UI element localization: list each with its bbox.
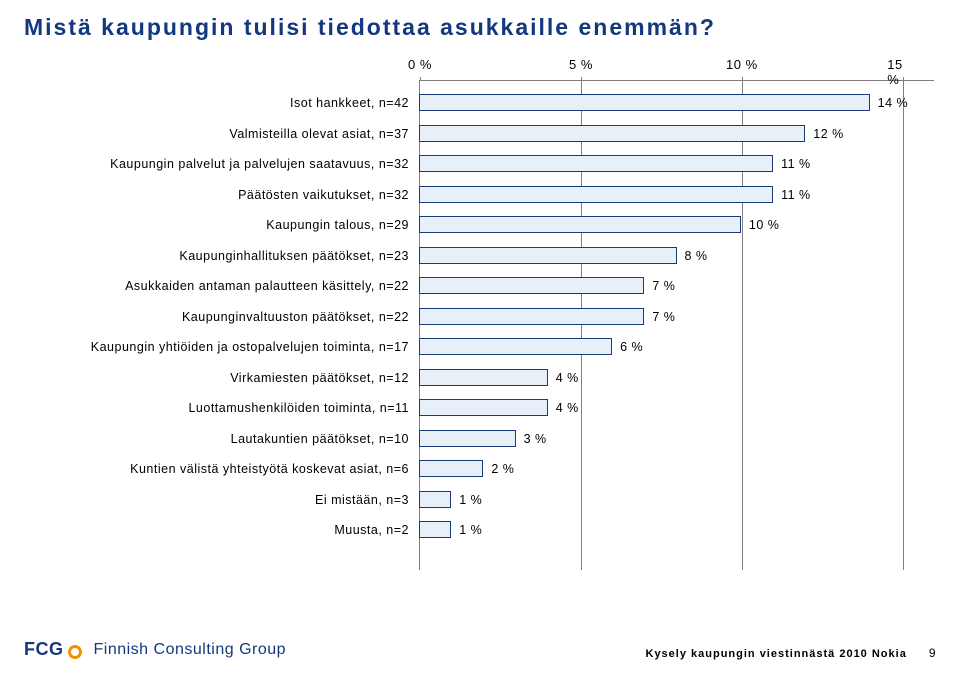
bar-value-label: 14 % (878, 96, 909, 110)
bar (419, 155, 773, 172)
row-label: Muusta, n=2 (24, 523, 409, 537)
row-label: Asukkaiden antaman palautteen käsittely,… (24, 279, 409, 293)
x-tickmark (420, 77, 421, 81)
bar-value-label: 4 % (556, 401, 579, 415)
chart-row: Kaupungin palvelut ja palvelujen saatavu… (24, 149, 934, 179)
bar-value-label: 11 % (781, 188, 811, 202)
footer-caption: Kysely kaupungin viestinnästä 2010 Nokia (646, 648, 907, 660)
row-label: Valmisteilla olevat asiat, n=37 (24, 127, 409, 141)
chart-row: Virkamiesten päätökset, n=12 4 % (24, 363, 934, 393)
row-label: Kuntien välistä yhteistyötä koskevat asi… (24, 462, 409, 476)
bar (419, 94, 870, 111)
footer: FCG Finnish Consulting Group Kysely kaup… (24, 639, 936, 660)
bar (419, 308, 644, 325)
row-label: Kaupungin yhtiöiden ja ostopalvelujen to… (24, 340, 409, 354)
bar (419, 369, 548, 386)
chart-row: Valmisteilla olevat asiat, n=37 12 % (24, 119, 934, 149)
x-tick-label: 10 % (726, 57, 758, 72)
bar-value-label: 7 % (652, 310, 675, 324)
row-label: Ei mistään, n=3 (24, 493, 409, 507)
bar-value-label: 2 % (491, 462, 514, 476)
bar-chart: 0 %5 %10 %15 % Isot hankkeet, n=4214 %Va… (24, 80, 934, 570)
bar-value-label: 6 % (620, 340, 643, 354)
bar-value-label: 10 % (749, 218, 780, 232)
logo-subtext: Finnish Consulting Group (94, 641, 287, 659)
bar-value-label: 8 % (685, 249, 708, 263)
bar-value-label: 11 % (781, 157, 811, 171)
page-title: Mistä kaupungin tulisi tiedottaa asukkai… (24, 14, 716, 41)
chart-row: Kuntien välistä yhteistyötä koskevat asi… (24, 454, 934, 484)
logo-text: FCG (24, 639, 64, 660)
bar (419, 277, 644, 294)
row-label: Kaupunginvaltuuston päätökset, n=22 (24, 310, 409, 324)
bar-value-label: 12 % (813, 127, 844, 141)
row-label: Kaupunginhallituksen päätökset, n=23 (24, 249, 409, 263)
footer-right: Kysely kaupungin viestinnästä 2010 Nokia… (646, 646, 937, 660)
plot-area: 0 %5 %10 %15 % Isot hankkeet, n=4214 %Va… (24, 80, 934, 570)
logo-dot-icon (68, 645, 82, 659)
bar-value-label: 1 % (459, 523, 482, 537)
row-label: Lautakuntien päätökset, n=10 (24, 432, 409, 446)
bar (419, 125, 805, 142)
row-label: Kaupungin talous, n=29 (24, 218, 409, 232)
row-label: Isot hankkeet, n=42 (24, 96, 409, 110)
row-label: Luottamushenkilöiden toiminta, n=11 (24, 401, 409, 415)
chart-row: Ei mistään, n=3 1 % (24, 485, 934, 515)
bar (419, 521, 451, 538)
chart-row: Lautakuntien päätökset, n=10 3 % (24, 424, 934, 454)
bar (419, 338, 612, 355)
bar (419, 247, 677, 264)
chart-row: Kaupungin yhtiöiden ja ostopalvelujen to… (24, 332, 934, 362)
bar-value-label: 1 % (459, 493, 482, 507)
logo: FCG Finnish Consulting Group (24, 639, 286, 660)
row-label: Päätösten vaikutukset, n=32 (24, 188, 409, 202)
logo-mark: FCG (24, 639, 82, 660)
x-tick-label: 0 % (408, 57, 432, 72)
page-number: 9 (929, 646, 936, 660)
bar-value-label: 4 % (556, 371, 579, 385)
chart-row: Kaupunginvaltuuston päätökset, n=22 7 % (24, 302, 934, 332)
chart-row: Päätösten vaikutukset, n=32 11 % (24, 180, 934, 210)
bar (419, 216, 741, 233)
x-tick-label: 5 % (569, 57, 593, 72)
bar-value-label: 7 % (652, 279, 675, 293)
chart-row: Muusta, n=2 1 % (24, 515, 934, 545)
chart-row: Kaupungin talous, n=29 10 % (24, 210, 934, 240)
row-label: Kaupungin palvelut ja palvelujen saatavu… (24, 157, 409, 171)
chart-row: Luottamushenkilöiden toiminta, n=11 4 % (24, 393, 934, 423)
bar (419, 430, 516, 447)
bar (419, 491, 451, 508)
bar (419, 399, 548, 416)
bar (419, 460, 483, 477)
chart-row: Kaupunginhallituksen päätökset, n=23 8 % (24, 241, 934, 271)
row-label: Virkamiesten päätökset, n=12 (24, 371, 409, 385)
chart-row: Isot hankkeet, n=42 14 % (24, 88, 934, 118)
bar-value-label: 3 % (524, 432, 547, 446)
chart-row: Asukkaiden antaman palautteen käsittely,… (24, 271, 934, 301)
bar (419, 186, 773, 203)
x-axis-ticks: 0 %5 %10 %15 % (420, 57, 934, 81)
